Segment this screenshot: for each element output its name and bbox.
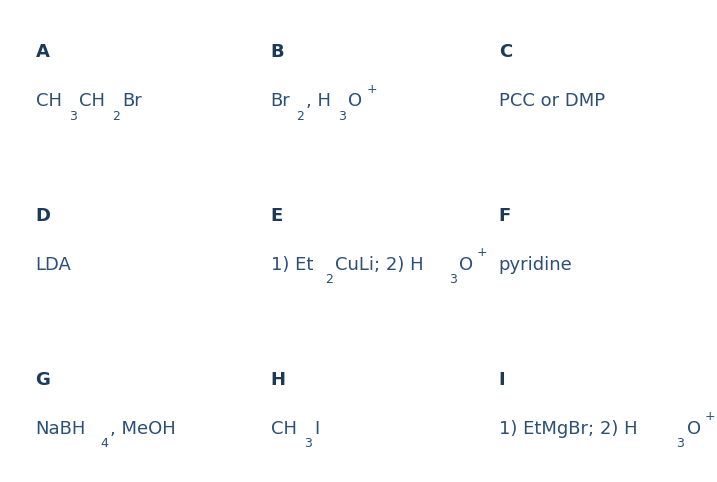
Text: +: + <box>366 82 377 95</box>
Text: I: I <box>314 420 319 438</box>
Text: CH: CH <box>271 420 297 438</box>
Text: E: E <box>271 207 283 225</box>
Text: CuLi; 2) H: CuLi; 2) H <box>335 256 424 274</box>
Text: 1) Et: 1) Et <box>271 256 313 274</box>
Text: 4: 4 <box>100 437 108 450</box>
Text: D: D <box>36 207 51 225</box>
Text: PCC or DMP: PCC or DMP <box>499 92 605 110</box>
Text: O: O <box>459 256 473 274</box>
Text: Br: Br <box>123 92 142 110</box>
Text: CH: CH <box>79 92 105 110</box>
Text: O: O <box>687 420 701 438</box>
Text: CH: CH <box>36 92 62 110</box>
Text: 2: 2 <box>296 109 304 122</box>
Text: B: B <box>271 43 285 61</box>
Text: G: G <box>36 371 50 389</box>
Text: +: + <box>705 410 716 423</box>
Text: O: O <box>348 92 362 110</box>
Text: I: I <box>499 371 505 389</box>
Text: H: H <box>271 371 286 389</box>
Text: NaBH: NaBH <box>36 420 86 438</box>
Text: Br: Br <box>271 92 290 110</box>
Text: , H: , H <box>306 92 331 110</box>
Text: 3: 3 <box>69 109 77 122</box>
Text: LDA: LDA <box>36 256 72 274</box>
Text: C: C <box>499 43 512 61</box>
Text: 2: 2 <box>113 109 120 122</box>
Text: 3: 3 <box>449 273 457 286</box>
Text: 1) EtMgBr; 2) H: 1) EtMgBr; 2) H <box>499 420 637 438</box>
Text: F: F <box>499 207 511 225</box>
Text: 3: 3 <box>304 437 312 450</box>
Text: A: A <box>36 43 49 61</box>
Text: , MeOH: , MeOH <box>110 420 176 438</box>
Text: pyridine: pyridine <box>499 256 572 274</box>
Text: 3: 3 <box>676 437 684 450</box>
Text: 2: 2 <box>325 273 333 286</box>
Text: 3: 3 <box>338 109 346 122</box>
Text: +: + <box>477 246 488 259</box>
